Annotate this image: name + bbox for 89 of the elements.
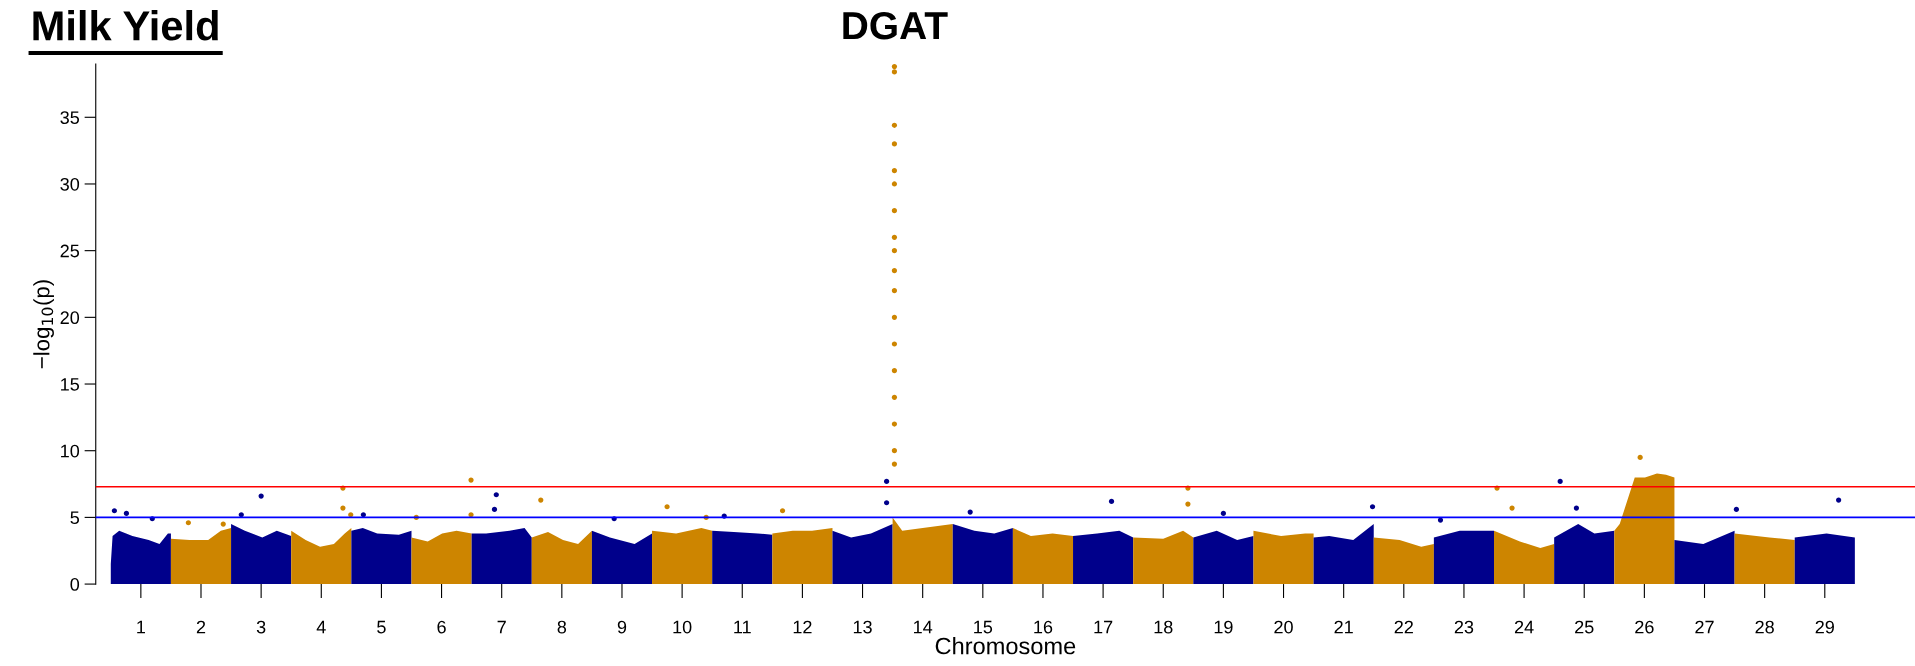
point xyxy=(1369,504,1376,510)
point xyxy=(884,500,890,506)
point xyxy=(891,141,898,147)
point xyxy=(967,509,973,515)
point xyxy=(891,268,898,274)
y-tick-label: 35 xyxy=(60,111,80,124)
x-tick-label: 24 xyxy=(1514,620,1534,634)
point xyxy=(123,510,130,516)
x-tick-label: 10 xyxy=(673,620,692,634)
point xyxy=(340,505,346,511)
point xyxy=(348,512,354,518)
x-tick-label: 23 xyxy=(1454,620,1474,634)
point xyxy=(891,248,898,254)
x-tick-label: 26 xyxy=(1635,620,1654,634)
y-tick-label: 10 xyxy=(61,444,80,458)
x-tick-label: 15 xyxy=(974,620,993,634)
y-tick-label: 30 xyxy=(60,177,80,191)
x-tick-label: 28 xyxy=(1755,620,1774,634)
x-tick-label: 5 xyxy=(377,620,386,634)
y-tick-label: 15 xyxy=(61,378,80,391)
point xyxy=(238,512,244,518)
point xyxy=(538,497,544,503)
point xyxy=(1509,505,1515,511)
y-tick-label: 0 xyxy=(70,578,80,591)
point xyxy=(360,512,366,518)
y-axis-title: −log$_{10}$(p) xyxy=(33,280,54,369)
point xyxy=(1220,510,1226,516)
y-tick-label: 25 xyxy=(60,244,80,258)
x-tick-label: 20 xyxy=(1274,620,1293,634)
x-tick-label: 1 xyxy=(137,620,145,634)
point xyxy=(1557,478,1563,484)
y-tick-label: 5 xyxy=(70,511,80,525)
x-tick-label: 17 xyxy=(1094,620,1113,634)
point xyxy=(891,208,898,214)
x-tick-label: 21 xyxy=(1334,620,1353,634)
x-tick-label: 12 xyxy=(793,620,812,634)
x-tick-label: 29 xyxy=(1815,620,1834,634)
point xyxy=(1573,505,1579,511)
x-tick-label: 2 xyxy=(196,620,206,634)
x-axis-title: Chromosome xyxy=(935,637,1076,655)
point xyxy=(779,508,786,514)
point xyxy=(664,504,670,510)
x-tick-label: 7 xyxy=(497,620,506,634)
point xyxy=(1437,517,1444,523)
x-tick-label: 18 xyxy=(1154,620,1173,634)
x-tick-label: 25 xyxy=(1575,620,1594,634)
annotation: DGAT xyxy=(843,11,948,40)
point xyxy=(1108,498,1115,504)
x-tick-label: 19 xyxy=(1214,620,1233,634)
x-tick-label: 9 xyxy=(617,620,627,634)
x-tick-label: 14 xyxy=(914,620,933,634)
point xyxy=(891,181,898,187)
point xyxy=(891,394,898,400)
point xyxy=(468,512,474,518)
point xyxy=(891,368,898,374)
point xyxy=(891,234,898,240)
point xyxy=(111,508,117,514)
point xyxy=(891,461,898,467)
x-tick-label: 13 xyxy=(853,620,872,634)
point xyxy=(884,478,890,484)
point xyxy=(258,493,264,499)
point xyxy=(1836,497,1842,503)
point xyxy=(468,477,474,483)
point xyxy=(1185,501,1191,507)
point xyxy=(493,492,499,498)
x-tick-label: 16 xyxy=(1034,620,1053,634)
point xyxy=(891,314,898,320)
point xyxy=(185,520,191,526)
point xyxy=(891,64,898,70)
point xyxy=(891,421,898,427)
point xyxy=(891,341,898,347)
point xyxy=(1637,454,1643,460)
point xyxy=(220,521,226,527)
x-tick-label: 11 xyxy=(734,620,751,634)
x-tick-label: 4 xyxy=(316,620,326,634)
point xyxy=(891,122,898,128)
x-tick-label: 6 xyxy=(437,620,446,634)
x-tick-label: 3 xyxy=(256,620,266,634)
x-tick-label: 27 xyxy=(1695,620,1714,634)
point xyxy=(891,448,898,454)
y-tick-label: 20 xyxy=(60,311,80,325)
x-tick-label: 22 xyxy=(1394,620,1413,634)
chart-title: Milk Yield xyxy=(33,9,218,41)
point xyxy=(1733,506,1739,512)
x-tick-label: 8 xyxy=(557,620,567,634)
point xyxy=(891,288,898,294)
point xyxy=(491,506,498,512)
point xyxy=(891,69,898,75)
point xyxy=(891,168,898,174)
